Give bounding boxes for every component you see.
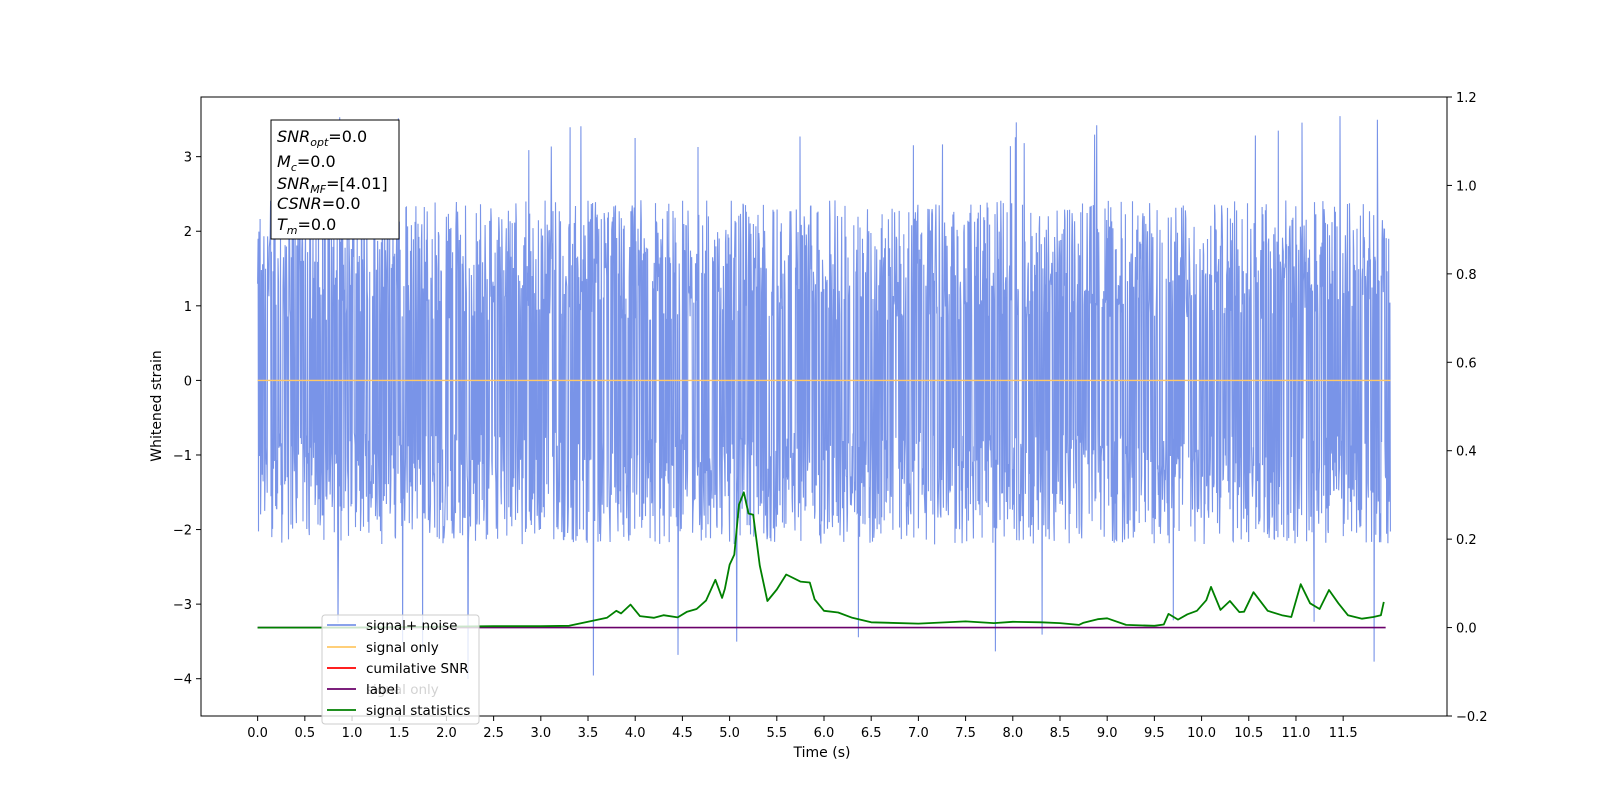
x-tick-label: 4.0 [625,726,646,741]
x-tick-label: 3.0 [530,726,551,741]
svg-text:label: label [366,682,399,698]
signal-statistics-series [257,491,1385,629]
x-tick-label: 6.0 [814,726,835,741]
x-tick-label: 0.0 [247,726,268,741]
svg-text:signal+ noise: signal+ noise [366,618,457,634]
x-tick-label: 9.5 [1144,726,1165,741]
legend: signal+ noise signal only cumilative SNR… [321,614,480,725]
y-tick-label: 0 [184,374,192,389]
legend-entry-cumilative-snr: cumilative SNR [327,661,469,677]
info-csnr: CSNR=0.0 [277,194,361,213]
x-tick-label: 1.5 [389,726,410,741]
info-mc: Mc=0.0 [277,152,336,174]
x-tick-label: 1.0 [342,726,363,741]
svg-text:signal statistics: signal statistics [366,703,470,719]
x-tick-label: 9.0 [1097,726,1118,741]
y2-tick-label: −0.2 [1456,710,1488,725]
y-tick-label: −2 [173,524,192,539]
x-tick-label: 2.5 [483,726,504,741]
y-tick-label: −3 [173,598,192,613]
x-tick-label: 8.0 [1002,726,1023,741]
y2-tick-label: 1.2 [1456,91,1477,106]
signal-noise-series [257,116,1391,680]
legend-entry-signal-statistics: signal statistics [327,703,470,719]
y-tick-label: 2 [184,225,192,240]
x-tick-label: 5.0 [719,726,740,741]
y2-tick-label: 0.6 [1456,356,1477,371]
info-tm: Tm=0.0 [277,215,336,237]
x-tick-label: 3.5 [578,726,599,741]
svg-text:signal only: signal only [366,640,439,656]
x-tick-label: 5.5 [766,726,787,741]
svg-text:cumilative SNR: cumilative SNR [366,661,469,677]
x-tick-label: 11.5 [1329,726,1358,741]
y-tick-label: −1 [173,449,192,464]
x-axis: 0.0 0.5 1.0 1.5 2.0 2.5 3.0 3.5 4.0 4.5 5.0 5.5 6.0 6… [247,716,1358,741]
x-tick-label: 7.5 [955,726,976,741]
x-tick-label: 11.0 [1281,726,1310,741]
info-snr-opt: SNRopt=0.0 [277,127,367,149]
legend-entry-signal-only: signal only [327,640,439,656]
y2-tick-label: 0.2 [1456,533,1477,548]
x-tick-label: 2.0 [436,726,457,741]
legend-entry-label: label signal only [327,682,439,698]
x-tick-label: 0.5 [294,726,315,741]
info-snr-mf: SNRMF=[4.01] [277,174,388,196]
y2-tick-label: 0.0 [1456,622,1477,637]
legend-entry-signal-noise: signal+ noise [327,618,457,634]
y2-tick-label: 1.0 [1456,179,1477,194]
x-tick-label: 7.0 [908,726,929,741]
x-tick-label: 8.5 [1050,726,1071,741]
x-axis-label: Time (s) [793,745,851,761]
x-tick-label: 4.5 [672,726,693,741]
x-tick-label: 10.5 [1234,726,1263,741]
y2-tick-label: 0.8 [1456,268,1477,283]
y-axis-right: 1.2 1.0 0.8 0.6 0.4 0.2 0.0 −0.2 [1447,91,1488,725]
info-box: SNRopt=0.0 Mc=0.0 SNRMF=[4.01] CSNR=0.0 … [270,119,400,240]
y-tick-label: 3 [184,151,192,166]
y-tick-label: 1 [184,300,192,315]
y2-tick-label: 0.4 [1456,445,1477,460]
y-tick-label: −4 [173,673,192,688]
x-tick-label: 10.0 [1187,726,1216,741]
y-axis-left: 3 2 1 0 −1 −2 −3 −4 [173,151,201,688]
y-axis-label: Whitened strain [149,350,165,461]
legend-hidden-text: signal only [366,682,439,698]
x-tick-label: 6.5 [861,726,882,741]
